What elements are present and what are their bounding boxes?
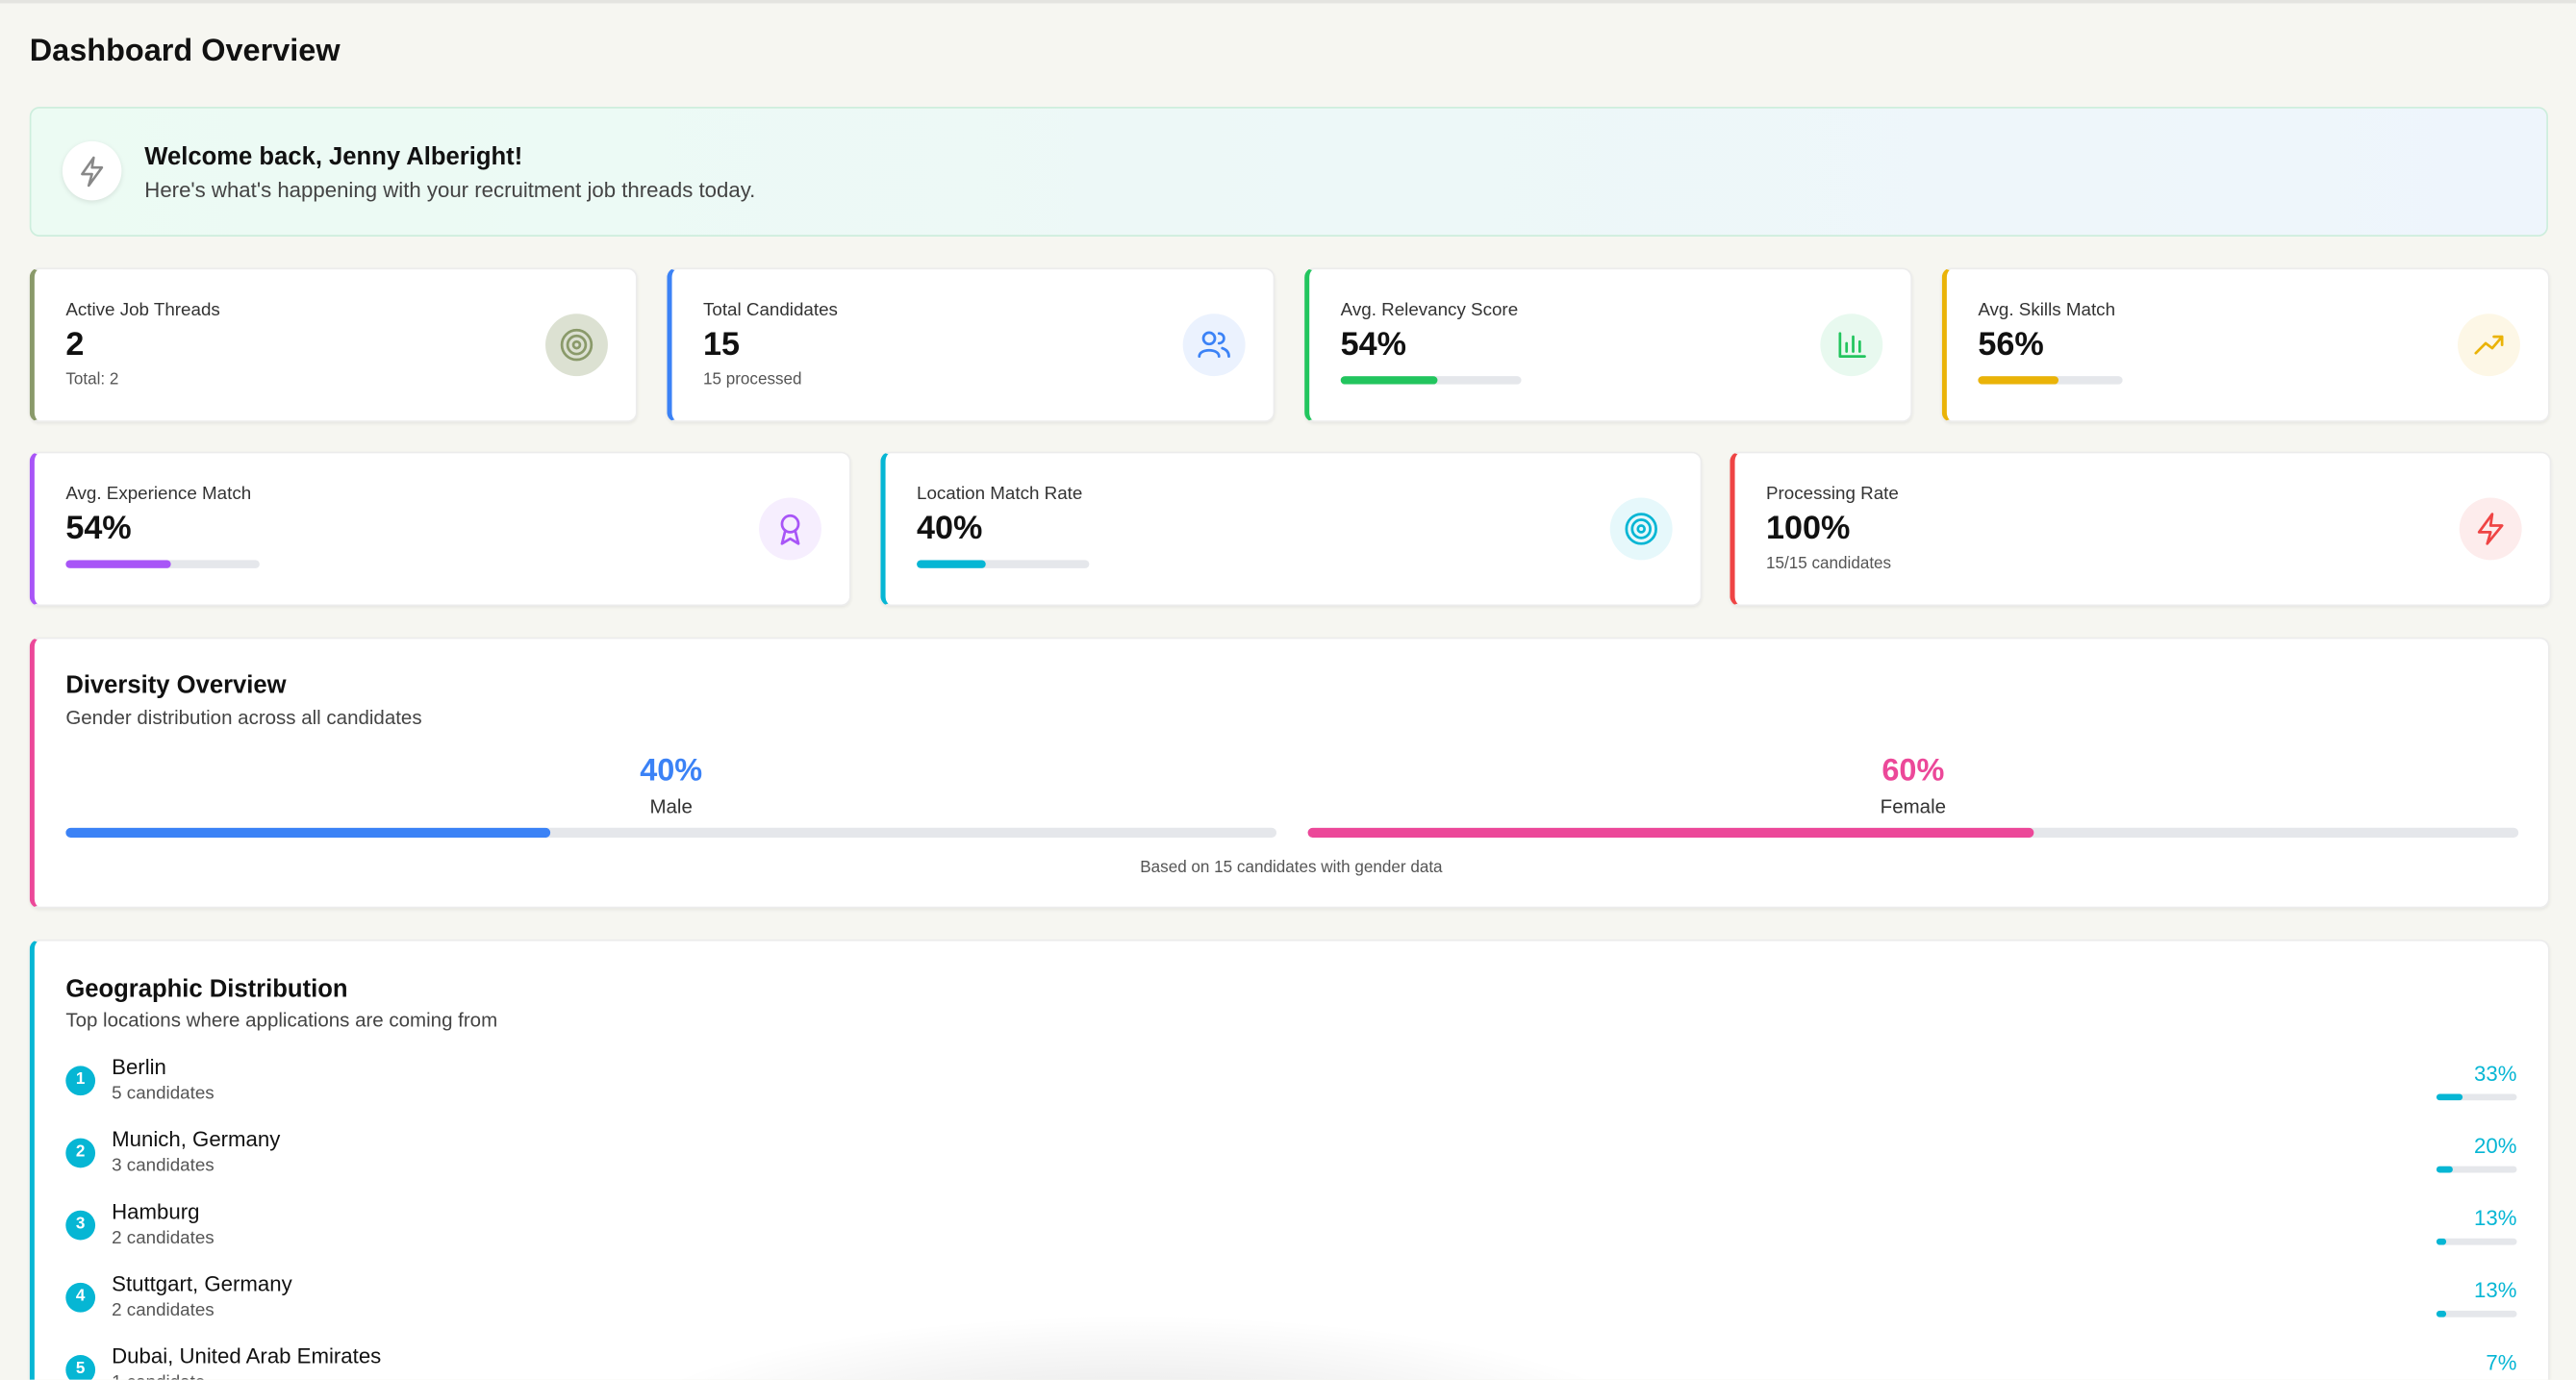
location-fill [2436, 1238, 2447, 1245]
stat-icon [1609, 497, 1673, 561]
rank-badge: 2 [65, 1138, 96, 1168]
diversity-subtitle: Gender distribution across all candidate… [65, 706, 422, 730]
gender-fill [1307, 827, 2034, 839]
welcome-title: Welcome back, Jenny Alberight! [144, 142, 523, 171]
icon [2477, 513, 2504, 545]
stat-sub: 15/15 candidates [1766, 555, 1892, 574]
stat-card: Total Candidates 15 15 processed [667, 267, 1275, 422]
location-fill [2436, 1310, 2447, 1317]
geo-title: Geographic Distribution [65, 975, 348, 1004]
location-percent: 13% [2474, 1277, 2517, 1303]
gender-name: Male [649, 794, 693, 818]
progress-track [917, 560, 1090, 568]
stat-card: Processing Rate 100% 15/15 candidates [1730, 451, 2552, 607]
diversity-card: Diversity Overview Gender distribution a… [29, 637, 2550, 909]
location-count: 3 candidates [112, 1156, 215, 1176]
stat-label: Location Match Rate [917, 484, 1083, 505]
progress-fill [1340, 376, 1439, 385]
location-fill [2436, 1166, 2453, 1173]
location-percent: 20% [2474, 1133, 2517, 1159]
location-count: 2 candidates [112, 1300, 215, 1321]
shadow [591, 1314, 1677, 1380]
stat-value: 54% [65, 511, 132, 547]
progress-fill [917, 560, 986, 568]
progress-track [1978, 376, 2123, 385]
stat-sub: Total: 2 [65, 370, 119, 389]
location-percent: 33% [2474, 1061, 2517, 1086]
stat-label: Processing Rate [1766, 484, 1899, 505]
stat-label: Active Job Threads [65, 300, 220, 321]
progress-fill [1978, 376, 2059, 385]
location-track [2436, 1093, 2517, 1101]
stat-label: Total Candidates [702, 300, 838, 321]
geo-card: Geographic Distribution Top locations wh… [29, 939, 2550, 1380]
location-track [2436, 1310, 2517, 1317]
stat-value: 40% [917, 511, 983, 547]
stat-value: 2 [65, 326, 85, 364]
stat-icon [759, 497, 821, 561]
stat-card: Location Match Rate 40% [880, 451, 1703, 607]
icon [560, 328, 593, 362]
diversity-title: Diversity Overview [65, 671, 287, 700]
stat-card: Avg. Experience Match 54% [29, 451, 851, 607]
stat-sub: 15 processed [702, 370, 802, 389]
stat-icon [2459, 497, 2522, 561]
location-name: Munich, Germany [112, 1126, 281, 1152]
gender-percent: 60% [1881, 753, 1945, 789]
progress-fill [65, 560, 171, 568]
rank-badge: 1 [65, 1066, 96, 1096]
rank-badge: 4 [65, 1282, 96, 1313]
location-count: 1 candidate [112, 1373, 205, 1380]
top-bar [0, 0, 2576, 4]
bolt-icon [81, 156, 104, 188]
stat-value: 54% [1340, 326, 1407, 364]
gender-name: Female [1880, 794, 1947, 818]
geo-subtitle: Top locations where applications are com… [65, 1008, 498, 1032]
stat-icon [1182, 314, 1246, 377]
icon [780, 514, 800, 545]
page-title: Dashboard Overview [29, 34, 341, 69]
stat-icon [1820, 314, 1883, 377]
diversity-note: Based on 15 candidates with gender data [1140, 859, 1443, 878]
stat-value: 15 [702, 326, 740, 364]
welcome-subtitle: Here's what's happening with your recrui… [144, 177, 756, 203]
stat-value: 100% [1766, 511, 1851, 547]
location-name: Hamburg [112, 1198, 200, 1224]
location-track [2436, 1166, 2517, 1173]
location-name: Dubai, United Arab Emirates [112, 1343, 382, 1368]
stat-card: Avg. Relevancy Score 54% [1304, 267, 1913, 422]
location-name: Berlin [112, 1054, 166, 1080]
gender-track [1307, 827, 2519, 839]
stat-value: 56% [1978, 326, 2044, 364]
stat-card: Active Job Threads 2 Total: 2 [29, 267, 638, 422]
gender-fill [65, 827, 550, 839]
stat-icon [2458, 314, 2520, 377]
location-percent: 13% [2474, 1205, 2517, 1231]
progress-track [65, 560, 260, 568]
location-fill [2436, 1093, 2463, 1101]
stat-label: Avg. Relevancy Score [1340, 300, 1519, 321]
location-name: Stuttgart, Germany [112, 1270, 292, 1296]
location-count: 5 candidates [112, 1084, 215, 1104]
icon [1838, 332, 1866, 358]
welcome-banner: Welcome back, Jenny Alberight! Here's wh… [29, 107, 2548, 237]
stat-icon [545, 314, 608, 377]
welcome-icon [62, 140, 122, 201]
stat-label: Avg. Skills Match [1978, 300, 2116, 321]
gender-percent: 40% [640, 753, 703, 789]
rank-badge: 5 [65, 1355, 96, 1380]
location-count: 2 candidates [112, 1228, 215, 1249]
gender-track [65, 827, 1277, 839]
rank-badge: 3 [65, 1210, 96, 1241]
location-track [2436, 1238, 2517, 1245]
progress-track [1340, 376, 1522, 385]
stat-card: Avg. Skills Match 56% [1941, 267, 2550, 422]
icon [1198, 331, 1230, 358]
stat-label: Avg. Experience Match [65, 484, 252, 505]
icon [2474, 335, 2504, 355]
location-percent: 7% [2486, 1349, 2517, 1375]
icon [1625, 513, 1657, 545]
